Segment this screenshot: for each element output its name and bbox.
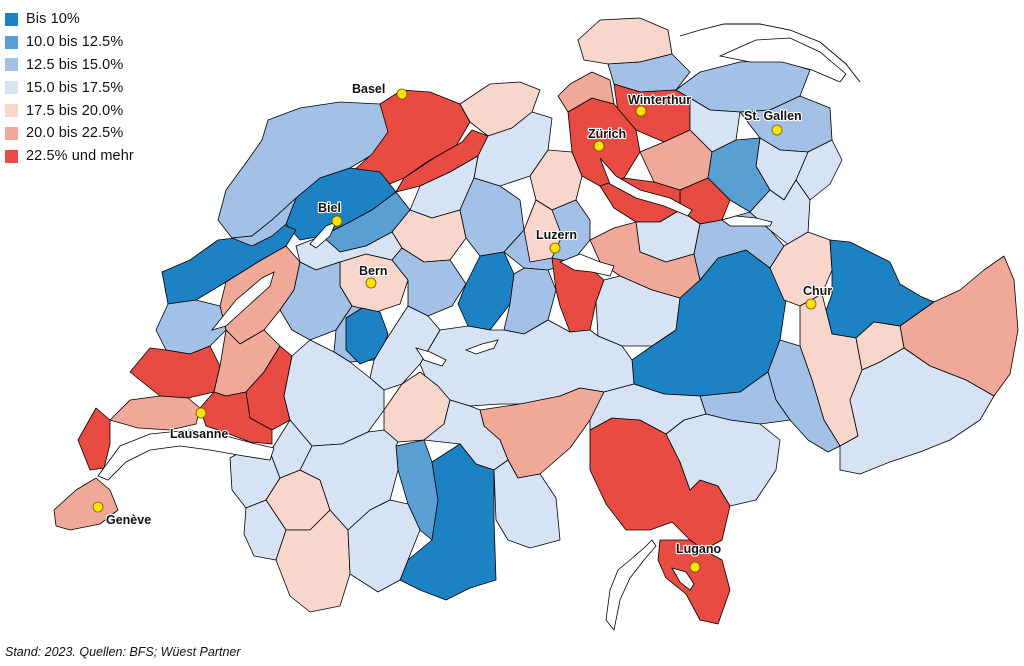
city-markers: Basel Winterthur St. Gallen Zürich Biel …: [92, 81, 833, 573]
lake-walen: [721, 215, 773, 227]
city-label: Lugano: [676, 542, 721, 556]
legend-item: 17.5 bis 20.0%: [5, 99, 134, 122]
legend-label: 20.0 bis 22.5%: [26, 125, 124, 142]
legend-item: Bis 10%: [5, 8, 134, 31]
region: [231, 197, 297, 247]
region: [457, 251, 515, 331]
lake-lugano: [671, 567, 695, 591]
city-luzern: Luzern: [535, 227, 578, 254]
region: [109, 395, 201, 431]
lake-lucerne: [559, 253, 615, 277]
city-label: Basel: [352, 82, 385, 96]
region: [749, 179, 811, 247]
lake-brienz: [464, 339, 499, 355]
legend-item: 22.5% und mehr: [5, 145, 134, 168]
region: [589, 383, 707, 435]
legend-item: 10.0 bis 12.5%: [5, 31, 134, 54]
lake-maggiore: [605, 539, 657, 631]
lake-geneva: [97, 429, 275, 481]
legend-label: Bis 10%: [26, 11, 80, 28]
city-biel: Biel: [317, 200, 343, 227]
region: [577, 17, 673, 65]
city-label: Lausanne: [170, 427, 228, 441]
legend-label: 15.0 bis 17.5%: [26, 79, 124, 96]
lake-thun: [415, 347, 447, 367]
legend-swatch-22-5-und-mehr: [5, 149, 18, 163]
region: [665, 413, 781, 507]
city-geneve: Genève: [92, 501, 152, 528]
legend-label: 12.5 bis 15.0%: [26, 56, 124, 73]
map-legend: Bis 10% 10.0 bis 12.5% 12.5 bis 15.0% 15…: [5, 8, 134, 168]
city-st-gallen: St. Gallen: [743, 108, 803, 136]
city-chur: Chur: [802, 283, 833, 310]
region: [269, 419, 313, 479]
city-label: St. Gallen: [744, 109, 802, 123]
legend-label: 17.5 bis 20.0%: [26, 102, 124, 119]
region: [299, 429, 399, 531]
city-label: Zürich: [588, 127, 626, 141]
legend-swatch-10-12-5: [5, 35, 18, 49]
lake-zurich: [599, 157, 693, 217]
legend-item: 15.0 bis 17.5%: [5, 76, 134, 99]
lake-neuchatel: [210, 271, 275, 331]
region: [129, 345, 221, 399]
region: [493, 459, 561, 549]
city-label: Winterthur: [628, 93, 691, 107]
city-label: Biel: [318, 201, 341, 215]
city-bern: Bern: [358, 263, 389, 289]
source-note: Stand: 2023. Quellen: BFS; Wüest Partner: [5, 645, 241, 659]
region: [399, 443, 497, 601]
city-lausanne: Lausanne: [169, 407, 229, 442]
legend-item: 12.5 bis 15.0%: [5, 54, 134, 77]
city-lugano: Lugano: [675, 541, 723, 573]
region: [199, 391, 273, 445]
region: [557, 71, 615, 113]
region: [347, 499, 421, 593]
region: [839, 347, 995, 475]
city-label: Luzern: [536, 228, 577, 242]
legend-swatch-20-22-5: [5, 126, 18, 140]
city-label: Bern: [359, 264, 387, 278]
region: [391, 247, 467, 317]
lake-constance: [718, 37, 847, 83]
region: [77, 407, 111, 471]
region: [657, 539, 731, 625]
legend-label: 22.5% und mehr: [26, 148, 134, 165]
lake-biel: [309, 221, 337, 249]
legend-swatch-12-5-15: [5, 58, 18, 72]
city-zuerich: Zürich: [587, 126, 627, 152]
city-winterthur: Winterthur: [627, 92, 692, 117]
legend-item: 20.0 bis 22.5%: [5, 122, 134, 145]
legend-label: 10.0 bis 12.5%: [26, 34, 124, 51]
lake-constance-shoreline: [679, 23, 861, 83]
legend-swatch-17-5-20: [5, 104, 18, 118]
legend-swatch-bis-10: [5, 12, 18, 26]
city-label: Chur: [803, 284, 832, 298]
city-basel: Basel: [351, 81, 408, 100]
legend-swatch-15-17-5: [5, 81, 18, 95]
city-label: Genève: [106, 513, 151, 527]
region: [53, 477, 119, 531]
